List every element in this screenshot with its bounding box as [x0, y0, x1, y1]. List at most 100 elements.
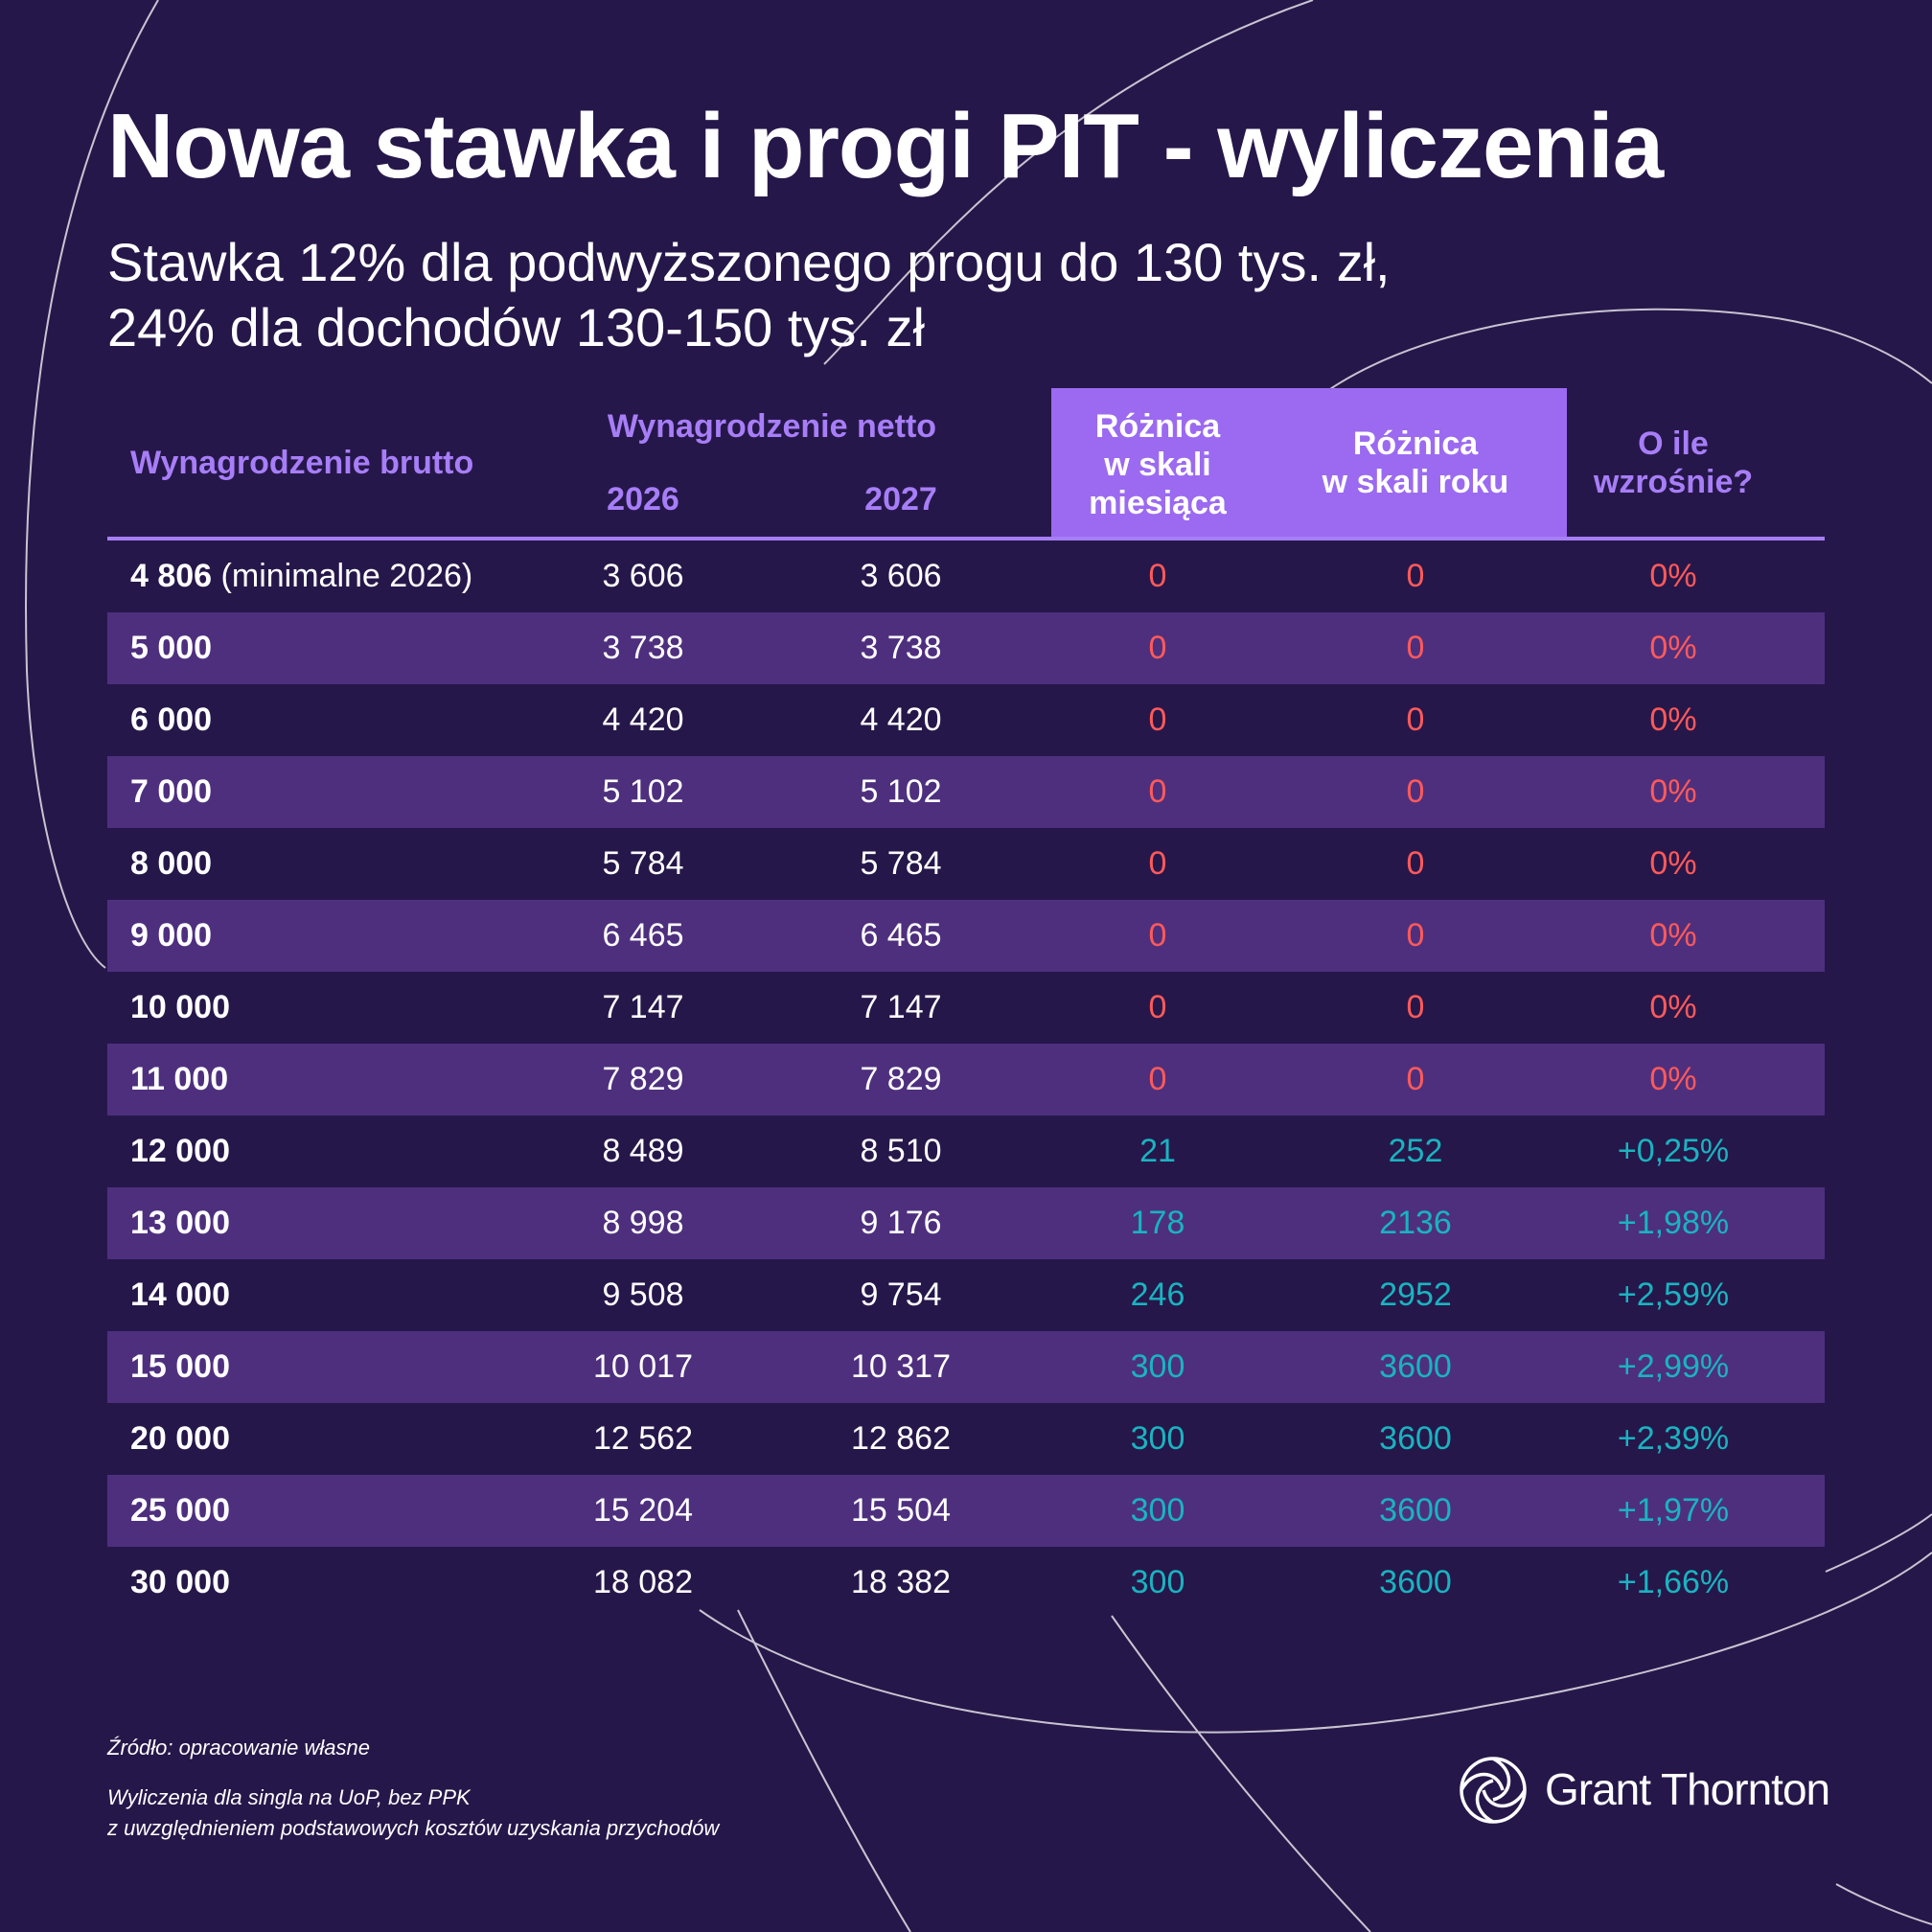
cell-net-2027: 6 465 — [860, 917, 942, 954]
table-row: 8 000 5 784 5 784 0 0 0% — [107, 828, 1825, 900]
cell-gross-salary: 7 000 — [130, 756, 212, 828]
cell-gross-salary: 12 000 — [130, 1116, 230, 1187]
cell-yearly-difference: 0 — [1406, 702, 1425, 738]
cell-net-2027: 15 504 — [851, 1492, 951, 1529]
cell-increase-percent: 0% — [1649, 702, 1697, 738]
cell-monthly-difference: 0 — [1148, 773, 1167, 810]
gross-value: 13 000 — [130, 1205, 230, 1241]
cell-net-2027: 18 382 — [851, 1564, 951, 1600]
header-year-2027: 2027 — [864, 481, 937, 518]
cell-gross-salary: 4 806 (minimalne 2026) — [130, 540, 472, 612]
cell-gross-salary: 10 000 — [130, 972, 230, 1044]
cell-net-2026: 15 204 — [593, 1492, 693, 1529]
header-monthly-line-1: Różnica — [1094, 408, 1221, 445]
cell-net-2027: 12 862 — [851, 1420, 951, 1457]
cell-monthly-difference: 300 — [1130, 1420, 1185, 1457]
cell-yearly-difference: 3600 — [1379, 1564, 1452, 1600]
cell-increase-percent: 0% — [1649, 558, 1697, 594]
table-row: 12 000 8 489 8 510 21 252 +0,25% — [107, 1116, 1825, 1187]
table-row: 6 000 4 420 4 420 0 0 0% — [107, 684, 1825, 756]
cell-gross-salary: 9 000 — [130, 900, 212, 972]
source-note: Źródło: opracowanie własne — [107, 1736, 370, 1760]
header-increase: O ile wzrośnie? — [1568, 425, 1779, 501]
header-yearly-line-2: w skali roku — [1322, 464, 1509, 500]
header-gross-salary: Wynagrodzenie brutto — [130, 445, 474, 481]
cell-monthly-difference: 300 — [1130, 1564, 1185, 1600]
cell-net-2027: 9 754 — [860, 1276, 942, 1313]
cell-monthly-difference: 178 — [1130, 1205, 1185, 1241]
gross-value: 14 000 — [130, 1276, 230, 1313]
page-title: Nowa stawka i progi PIT - wyliczenia — [107, 95, 1664, 197]
cell-net-2027: 7 147 — [860, 989, 942, 1025]
highlight-header-box — [1051, 388, 1567, 538]
page-subtitle: Stawka 12% dla podwyższonego progu do 13… — [107, 230, 1736, 360]
table-row: 30 000 18 082 18 382 300 3600 +1,66% — [107, 1547, 1825, 1619]
header-year-2026: 2026 — [607, 481, 679, 518]
cell-yearly-difference: 0 — [1406, 917, 1425, 954]
gross-value: 15 000 — [130, 1348, 230, 1385]
table-row: 15 000 10 017 10 317 300 3600 +2,99% — [107, 1331, 1825, 1403]
footer-notes: Źródło: opracowanie własne Wyliczenia dl… — [107, 1733, 719, 1844]
table-row: 7 000 5 102 5 102 0 0 0% — [107, 756, 1825, 828]
cell-increase-percent: 0% — [1649, 917, 1697, 954]
calculation-note-line-2: z uwzględnieniem podstawowych kosztów uz… — [107, 1816, 720, 1840]
cell-monthly-difference: 21 — [1139, 1133, 1176, 1169]
cell-net-2026: 3 738 — [602, 630, 684, 666]
cell-gross-salary: 20 000 — [130, 1403, 230, 1475]
header-increase-line-1: O ile — [1638, 426, 1709, 462]
header-increase-line-2: wzrośnie? — [1593, 464, 1754, 500]
cell-net-2026: 5 784 — [602, 845, 684, 882]
gross-value: 11 000 — [130, 1061, 229, 1097]
header-divider — [107, 537, 1825, 540]
cell-yearly-difference: 0 — [1406, 989, 1425, 1025]
gross-value: 6 000 — [130, 702, 213, 738]
table-row: 10 000 7 147 7 147 0 0 0% — [107, 972, 1825, 1044]
cell-monthly-difference: 0 — [1148, 845, 1167, 882]
table-row: 5 000 3 738 3 738 0 0 0% — [107, 612, 1825, 684]
cell-net-2027: 8 510 — [860, 1133, 942, 1169]
header-yearly-difference: Różnica w skali roku — [1310, 425, 1521, 501]
cell-net-2026: 12 562 — [593, 1420, 693, 1457]
cell-net-2026: 7 147 — [602, 989, 684, 1025]
header-yearly-line-1: Różnica — [1352, 426, 1479, 462]
cell-gross-salary: 6 000 — [130, 684, 212, 756]
cell-increase-percent: +1,66% — [1617, 1564, 1730, 1600]
cell-net-2026: 3 606 — [602, 558, 684, 594]
cell-yearly-difference: 2136 — [1379, 1205, 1452, 1241]
cell-gross-salary: 11 000 — [130, 1044, 228, 1116]
gross-value: 9 000 — [130, 917, 213, 954]
cell-gross-salary: 30 000 — [130, 1547, 230, 1619]
gross-value: 25 000 — [130, 1492, 230, 1529]
grant-thornton-logo: Grant Thornton — [1459, 1754, 1832, 1827]
cell-yearly-difference: 0 — [1406, 845, 1425, 882]
cell-monthly-difference: 0 — [1148, 702, 1167, 738]
cell-net-2026: 9 508 — [602, 1276, 684, 1313]
table-header: Wynagrodzenie brutto Wynagrodzenie netto… — [107, 388, 1825, 540]
cell-yearly-difference: 3600 — [1379, 1348, 1452, 1385]
header-monthly-line-3: miesiąca — [1089, 485, 1227, 521]
cell-increase-percent: +2,59% — [1617, 1276, 1730, 1313]
cell-increase-percent: 0% — [1649, 845, 1697, 882]
gross-note: (minimalne 2026) — [220, 558, 473, 594]
logo-text: Grant Thornton — [1545, 1764, 1830, 1814]
cell-net-2026: 5 102 — [602, 773, 684, 810]
cell-yearly-difference: 252 — [1388, 1133, 1443, 1169]
cell-increase-percent: 0% — [1649, 989, 1697, 1025]
cell-yearly-difference: 3600 — [1379, 1420, 1452, 1457]
gross-value: 10 000 — [130, 989, 230, 1025]
cell-increase-percent: +1,98% — [1617, 1205, 1730, 1241]
table-row: 25 000 15 204 15 504 300 3600 +1,97% — [107, 1475, 1825, 1547]
gross-value: 12 000 — [130, 1133, 230, 1169]
cell-net-2027: 4 420 — [860, 702, 942, 738]
cell-increase-percent: +1,97% — [1617, 1492, 1730, 1529]
cell-net-2027: 9 176 — [860, 1205, 942, 1241]
cell-increase-percent: +0,25% — [1617, 1133, 1730, 1169]
cell-monthly-difference: 0 — [1148, 558, 1167, 594]
table-row: 11 000 7 829 7 829 0 0 0% — [107, 1044, 1825, 1116]
cell-gross-salary: 13 000 — [130, 1187, 230, 1259]
cell-gross-salary: 25 000 — [130, 1475, 230, 1547]
table-row: 9 000 6 465 6 465 0 0 0% — [107, 900, 1825, 972]
table-row: 20 000 12 562 12 862 300 3600 +2,39% — [107, 1403, 1825, 1475]
cell-net-2027: 5 784 — [860, 845, 942, 882]
table-row: 13 000 8 998 9 176 178 2136 +1,98% — [107, 1187, 1825, 1259]
